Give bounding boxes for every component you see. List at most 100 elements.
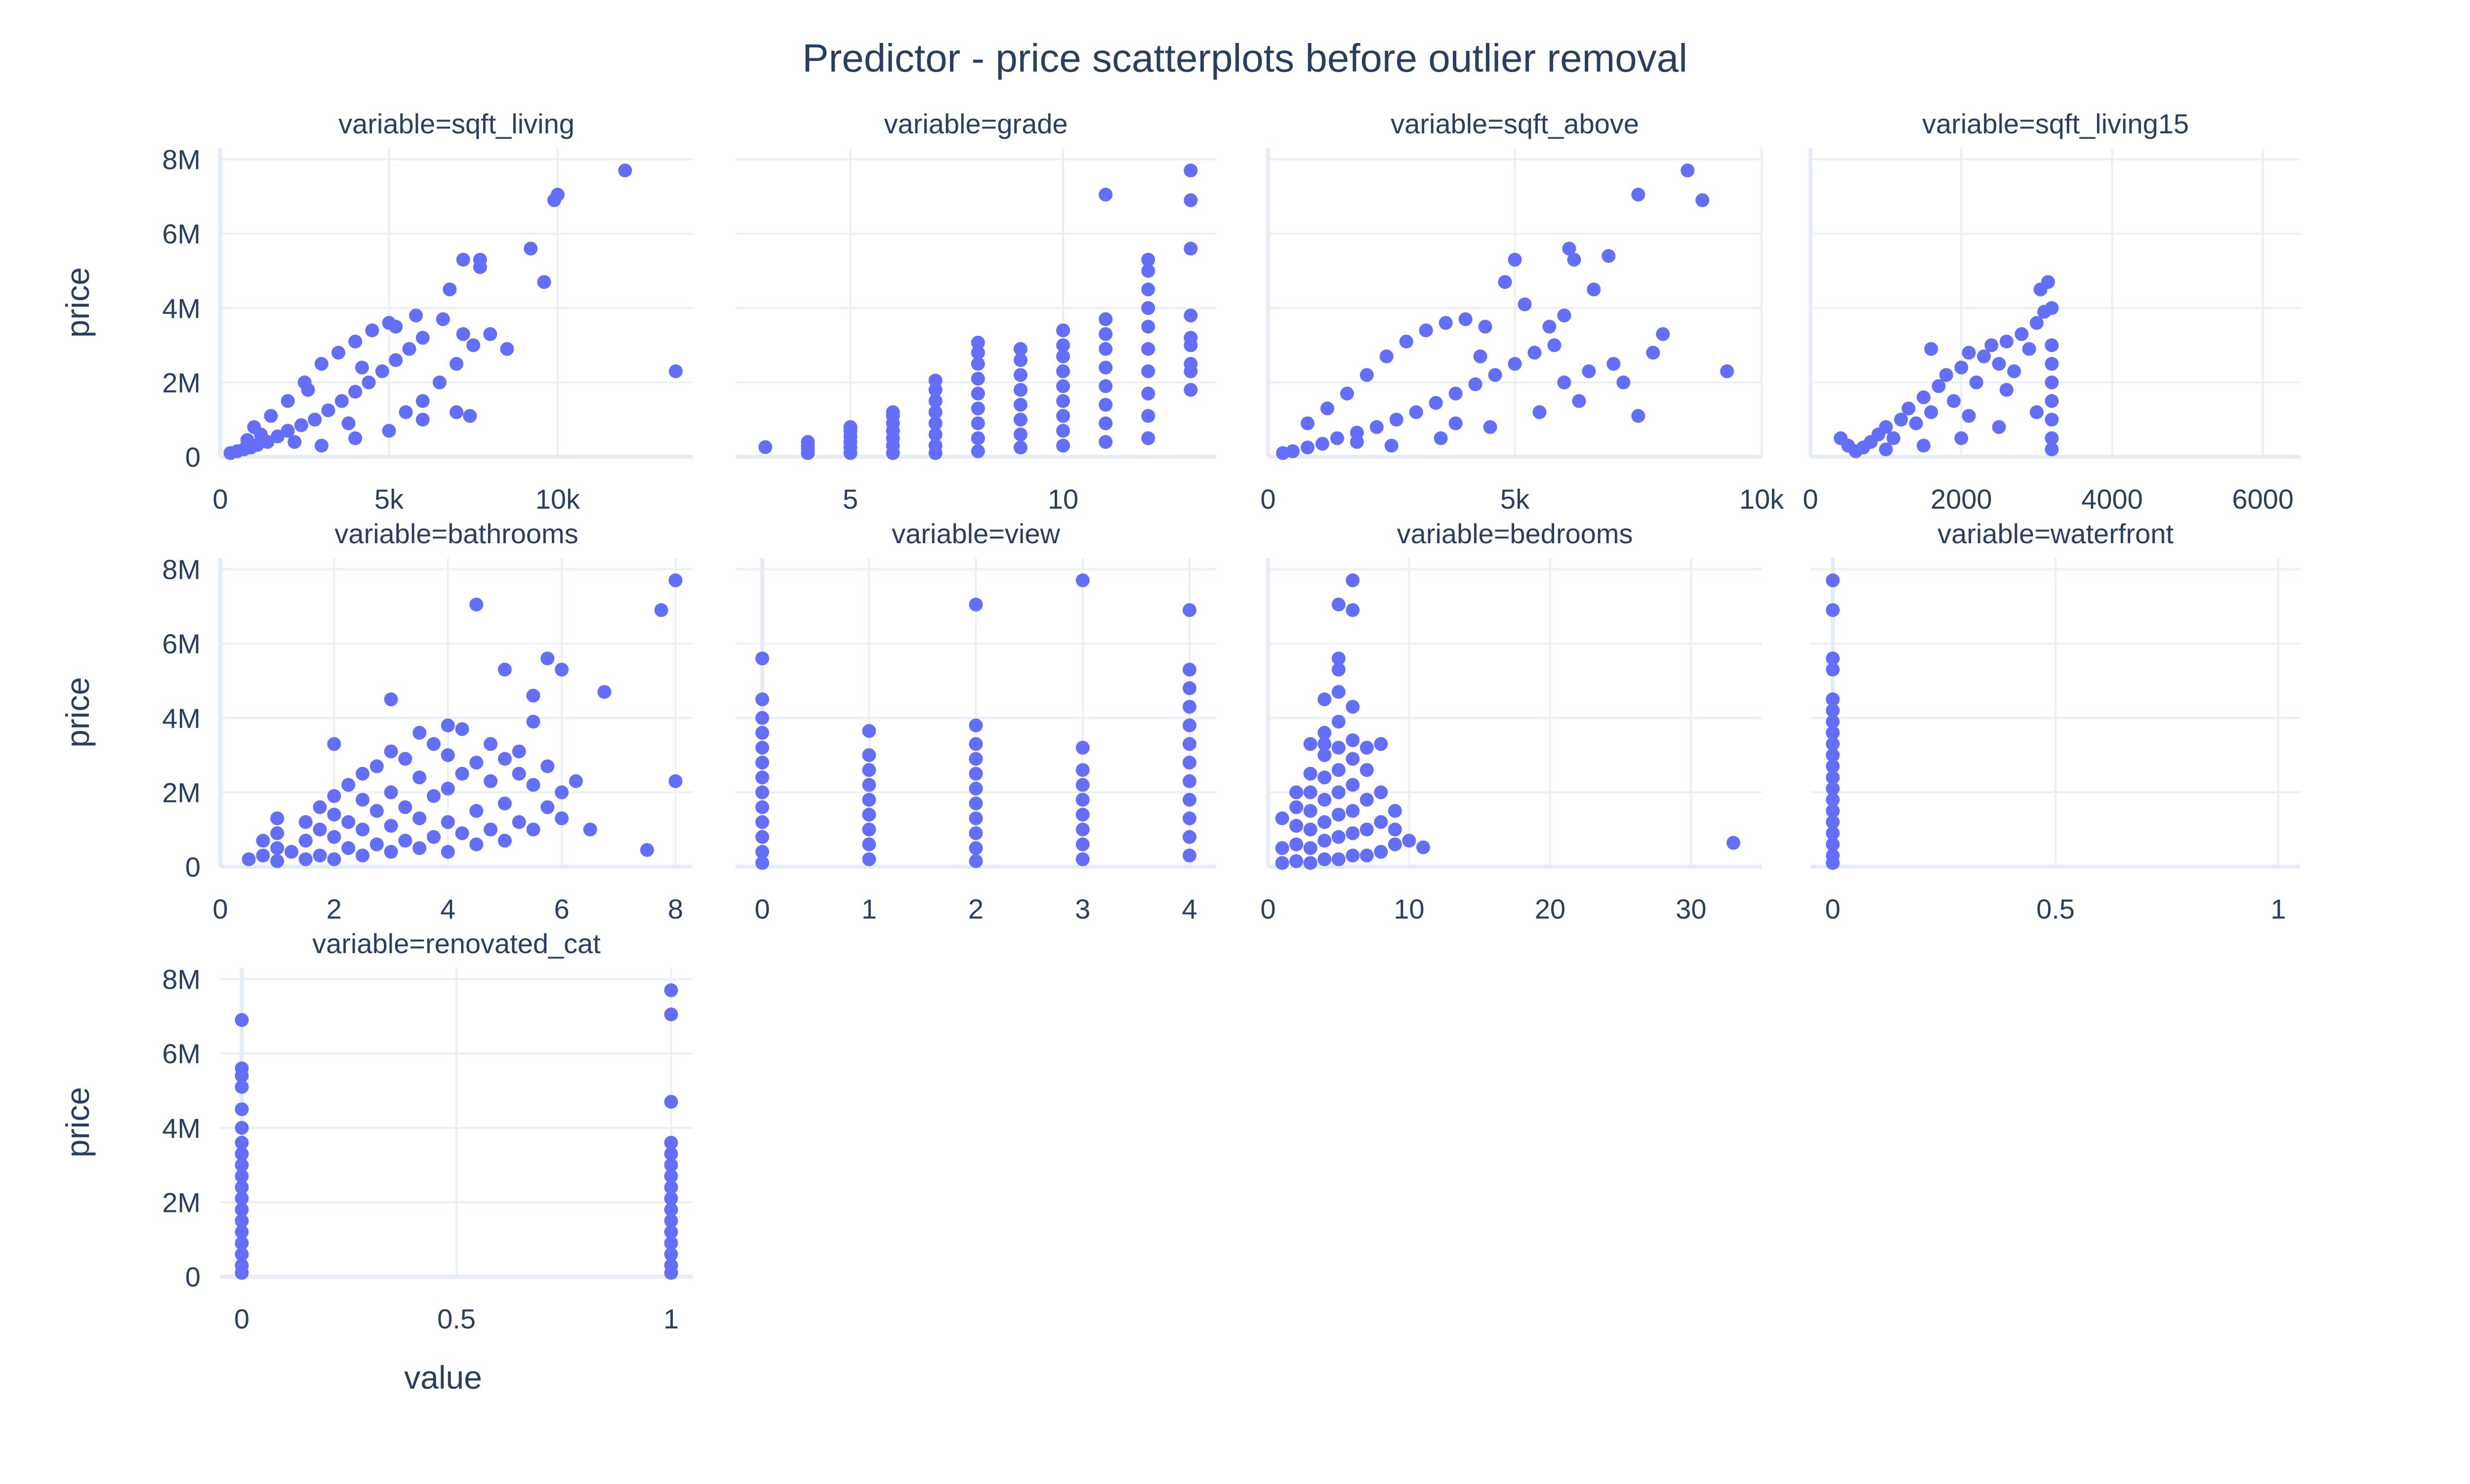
data-point <box>1099 361 1113 375</box>
data-point <box>1275 856 1289 870</box>
data-point <box>1141 409 1155 423</box>
x-tick-label: 0 <box>234 1303 249 1334</box>
data-point <box>1826 781 1840 796</box>
x-tick-label: 8 <box>668 893 683 924</box>
data-point <box>1631 188 1646 202</box>
panel-title: variable=waterfront <box>1937 518 2174 549</box>
data-point <box>436 312 450 326</box>
x-tick-label: 5k <box>1500 483 1530 515</box>
x-tick-label: 1 <box>663 1303 679 1334</box>
data-point <box>399 405 413 419</box>
data-point <box>1184 383 1198 397</box>
data-point <box>355 793 370 807</box>
data-point <box>1331 830 1346 844</box>
data-point <box>1346 700 1360 714</box>
data-point <box>971 386 985 401</box>
data-point <box>331 346 345 360</box>
data-point <box>862 837 876 851</box>
panel-1: 5 10 variable=grade <box>736 108 1216 515</box>
x-tick-label: 0 <box>212 893 228 924</box>
data-point <box>1962 409 1976 423</box>
data-point <box>1359 822 1374 837</box>
data-point <box>862 724 876 738</box>
data-point <box>1448 386 1463 401</box>
data-point <box>755 741 770 755</box>
data-point <box>313 800 327 814</box>
data-point <box>327 830 341 844</box>
data-point <box>1331 807 1346 822</box>
data-point <box>640 843 654 857</box>
data-point <box>384 819 398 833</box>
data-point <box>801 435 815 449</box>
data-point <box>1141 342 1155 356</box>
data-point <box>1587 282 1601 297</box>
data-point <box>1346 804 1360 818</box>
x-tick-label: 0.5 <box>2036 893 2075 924</box>
data-point <box>971 371 985 386</box>
data-point <box>1331 852 1346 866</box>
data-point <box>1992 420 2006 434</box>
data-point <box>412 841 427 855</box>
y-tick-label: 4M <box>162 1113 201 1144</box>
panel-8: 0 0.5 1 0 2M 4M 6M 8M price variable=renovated_ca… <box>59 928 693 1334</box>
data-point <box>1508 252 1522 267</box>
data-point <box>1099 342 1113 356</box>
x-tick-label: 2000 <box>1931 483 1992 515</box>
x-tick-label: 0 <box>1825 893 1841 924</box>
data-point <box>755 692 770 707</box>
data-point <box>284 844 298 859</box>
data-point <box>398 800 412 814</box>
data-point <box>1901 401 1916 416</box>
data-point <box>281 424 295 438</box>
data-point <box>1141 264 1155 278</box>
data-point <box>1075 763 1090 777</box>
data-point <box>1826 770 1840 785</box>
x-tick-label: 5k <box>374 483 404 515</box>
data-point <box>1099 379 1113 393</box>
data-point <box>1826 804 1840 818</box>
data-point <box>971 416 985 431</box>
data-point <box>409 308 423 322</box>
data-point <box>664 1147 678 1161</box>
data-point <box>450 405 463 419</box>
x-tick-label: 30 <box>1676 893 1706 924</box>
data-point <box>1141 252 1155 267</box>
data-point <box>1631 409 1646 423</box>
data-point <box>1303 841 1317 855</box>
data-point <box>1886 431 1900 445</box>
data-point <box>1099 416 1113 431</box>
data-point <box>235 1180 249 1195</box>
data-point <box>426 830 441 844</box>
data-point <box>969 766 983 781</box>
data-point <box>1346 826 1360 841</box>
data-point <box>1826 692 1840 707</box>
data-point <box>2029 405 2044 419</box>
data-point <box>664 1214 678 1228</box>
data-point <box>1984 338 1999 353</box>
data-point <box>755 856 770 870</box>
data-point <box>288 435 302 449</box>
data-point <box>1826 703 1840 718</box>
data-point <box>1275 811 1289 826</box>
data-point <box>370 837 384 851</box>
data-point <box>2045 338 2059 353</box>
y-tick-label: 8M <box>162 144 201 175</box>
data-point <box>555 785 569 800</box>
data-point <box>1331 763 1346 777</box>
data-point <box>365 323 379 337</box>
data-point <box>235 1013 249 1027</box>
y-tick-label: 6M <box>162 1038 201 1069</box>
data-point <box>755 725 770 740</box>
data-point <box>1518 297 1532 312</box>
data-point <box>497 796 512 810</box>
data-point <box>1141 320 1155 334</box>
data-point <box>1182 756 1196 770</box>
x-tick-label: 0 <box>1260 483 1276 515</box>
data-point <box>1013 342 1028 356</box>
data-point <box>1182 700 1196 714</box>
x-tick-label: 10 <box>1048 483 1078 515</box>
data-point <box>235 1236 249 1250</box>
data-point <box>1141 364 1155 378</box>
data-point <box>2045 412 2059 427</box>
